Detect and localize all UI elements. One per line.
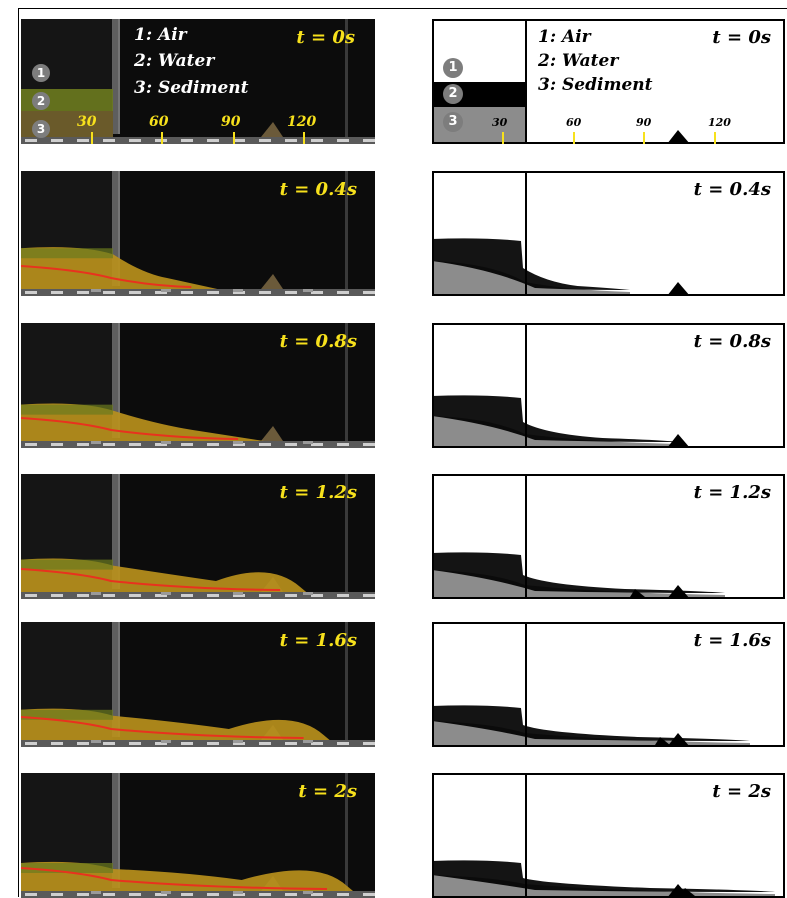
experiment-photo xyxy=(21,323,375,448)
legend-number-badge: 1 xyxy=(443,58,463,78)
time-label: t = 0s xyxy=(712,27,771,48)
experiment-photo xyxy=(21,474,375,599)
figure-left-border xyxy=(18,8,19,897)
time-label: t = 0s xyxy=(296,27,355,48)
legend-number-badge: 2 xyxy=(443,84,463,104)
figure-top-border xyxy=(18,8,787,9)
legend-number-badge: 3 xyxy=(32,120,50,138)
simulation-frame: t = 2s xyxy=(432,773,785,898)
simulation-frame: t = 0.4s xyxy=(432,171,785,296)
experiment-photo xyxy=(21,622,375,747)
legend-item: 2: Water xyxy=(538,51,619,71)
simulation-frame: t = 1.6s xyxy=(432,622,785,747)
time-label: t = 0.8s xyxy=(279,331,357,352)
legend-item: 3: Sediment xyxy=(134,78,249,98)
time-label: t = 2s xyxy=(298,781,357,802)
simulation-frame: t = 0.8s xyxy=(432,323,785,448)
simulation-plot xyxy=(432,323,785,448)
time-label: t = 1.6s xyxy=(693,630,771,651)
legend-number-badge: 2 xyxy=(32,92,50,110)
simulation-plot xyxy=(432,474,785,599)
scale-label: 30 xyxy=(77,114,97,130)
simulation-plot xyxy=(432,622,785,747)
experiment-frame: t = 0.8s xyxy=(21,323,375,448)
time-label: t = 0.4s xyxy=(693,179,771,200)
time-label: t = 1.2s xyxy=(279,482,357,503)
time-label: t = 0.4s xyxy=(279,179,357,200)
time-label: t = 1.6s xyxy=(279,630,357,651)
experiment-photo xyxy=(21,171,375,296)
experiment-frame: t = 2s xyxy=(21,773,375,898)
experiment-frame: t = 1.2s xyxy=(21,474,375,599)
simulation-frame: t = 1.2s xyxy=(432,474,785,599)
time-label: t = 1.2s xyxy=(693,482,771,503)
experiment-frame: t = 0.4s xyxy=(21,171,375,296)
scale-label: 90 xyxy=(221,114,241,130)
simulation-plot xyxy=(432,171,785,296)
time-label: t = 0.8s xyxy=(693,331,771,352)
experiment-frame: t = 0s 1: Air 2: Water 3: Sediment 1 2 3 30 60 90… xyxy=(21,19,375,144)
legend-item: 3: Sediment xyxy=(538,75,653,95)
legend-item: 2: Water xyxy=(134,51,215,71)
legend-item: 1: Air xyxy=(134,25,187,45)
time-label: t = 2s xyxy=(712,781,771,802)
scale-label: 30 xyxy=(492,116,508,129)
scale-label: 90 xyxy=(636,116,652,129)
legend-item: 1: Air xyxy=(538,27,591,47)
scale-label: 60 xyxy=(149,114,169,130)
scale-label: 120 xyxy=(287,114,317,130)
experiment-photo xyxy=(21,773,375,898)
scale-label: 120 xyxy=(708,116,731,129)
experiment-frame: t = 1.6s xyxy=(21,622,375,747)
simulation-frame: t = 0s 1: Air 2: Water 3: Sediment 1 2 3 30 60 90… xyxy=(432,19,785,144)
legend-number-badge: 3 xyxy=(443,112,463,132)
scale-label: 60 xyxy=(566,116,582,129)
legend-number-badge: 1 xyxy=(32,64,50,82)
simulation-plot xyxy=(432,773,785,898)
